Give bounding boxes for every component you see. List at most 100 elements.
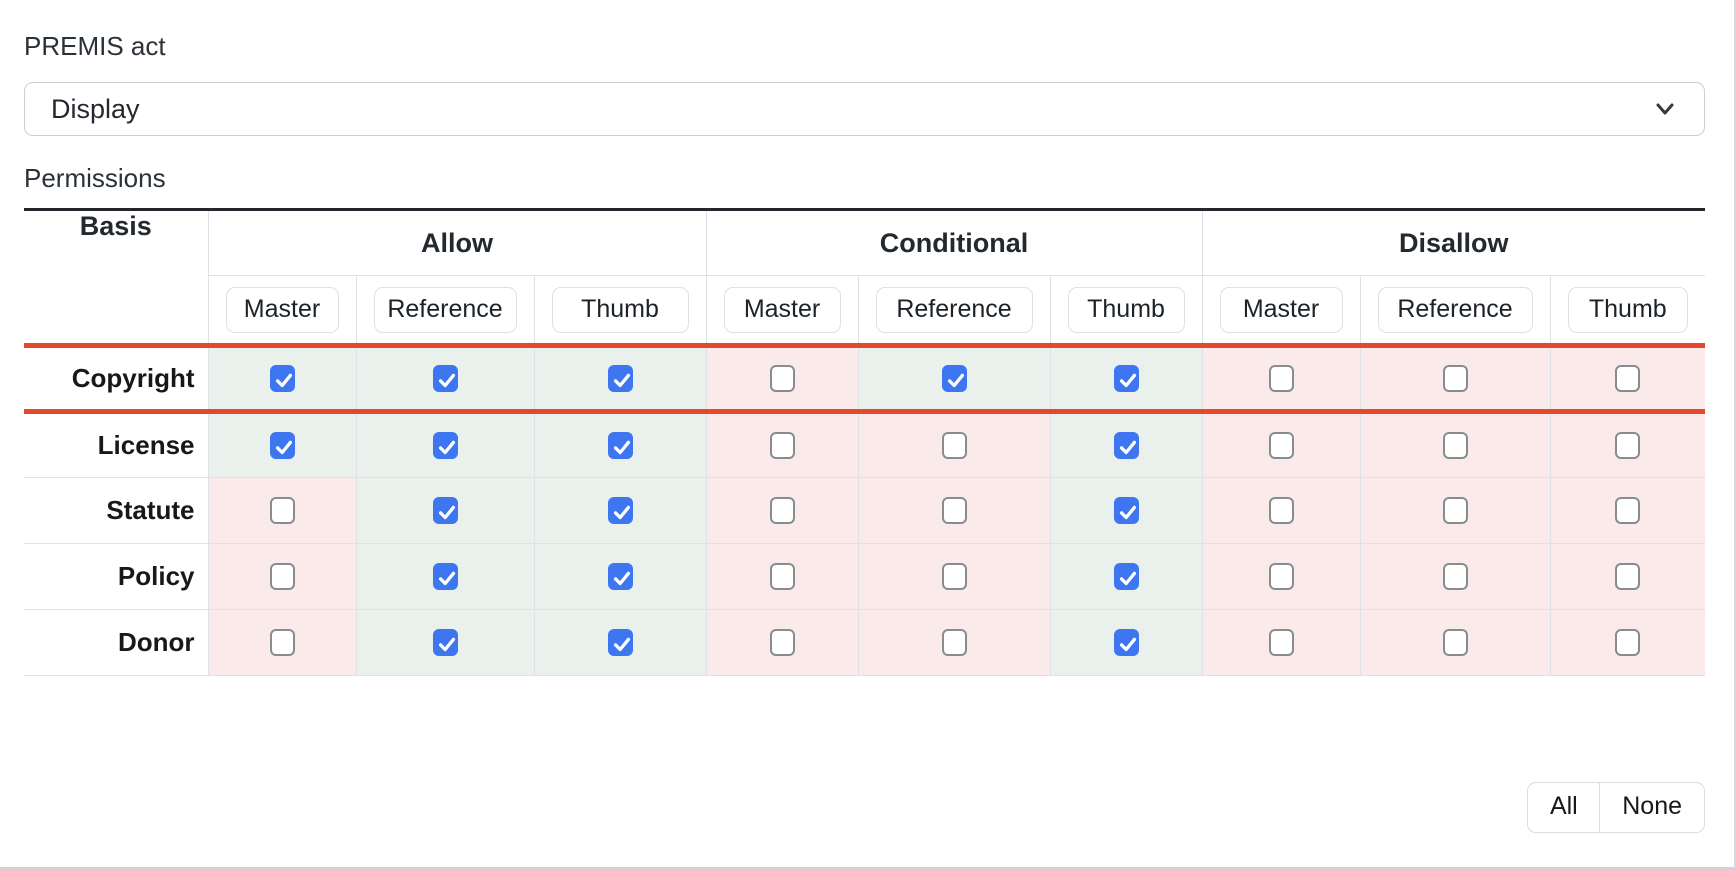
checkbox-policy-conditional-thumb[interactable] — [1113, 563, 1139, 590]
permissions-label: Permissions — [24, 163, 166, 193]
column-button-allow-thumb[interactable]: Thumb — [551, 286, 689, 333]
row-label-license: License — [24, 411, 209, 478]
checkbox-copyright-disallow-master[interactable] — [1268, 365, 1294, 392]
checkbox-statute-conditional-reference[interactable] — [941, 497, 967, 524]
checkbox-donor-allow-reference[interactable] — [432, 629, 458, 656]
checkbox-policy-disallow-thumb[interactable] — [1615, 563, 1641, 590]
checkbox-donor-allow-thumb[interactable] — [607, 629, 633, 656]
group-header-allow: Allow — [207, 209, 707, 276]
checkbox-copyright-conditional-reference[interactable] — [941, 365, 967, 392]
checkbox-donor-conditional-master[interactable] — [769, 629, 795, 656]
permission-cell-donor-allow-thumb — [533, 609, 707, 676]
checkbox-copyright-conditional-master[interactable] — [769, 365, 795, 392]
checkbox-license-conditional-master[interactable] — [769, 432, 795, 459]
checkbox-policy-disallow-reference[interactable] — [1442, 563, 1468, 590]
permission-cell-license-allow-master — [207, 411, 357, 478]
basis-column-header: Basis — [24, 209, 209, 346]
column-button-disallow-thumb[interactable]: Thumb — [1567, 286, 1689, 333]
checkbox-copyright-conditional-thumb[interactable] — [1113, 365, 1139, 392]
checkbox-copyright-allow-master[interactable] — [269, 365, 295, 392]
permission-cell-statute-allow-master — [207, 477, 357, 544]
checkbox-donor-disallow-reference[interactable] — [1442, 629, 1468, 656]
permission-cell-donor-disallow-reference — [1359, 609, 1551, 676]
permission-cell-donor-conditional-master — [705, 609, 859, 676]
checkbox-license-allow-thumb[interactable] — [607, 432, 633, 459]
permission-cell-policy-conditional-master — [705, 543, 859, 610]
chevron-down-icon — [1650, 94, 1680, 124]
permission-cell-copyright-allow-master — [207, 343, 357, 414]
permission-cell-license-disallow-thumb — [1549, 411, 1706, 478]
permission-cell-donor-allow-master — [207, 609, 357, 676]
checkbox-statute-disallow-reference[interactable] — [1442, 497, 1468, 524]
permission-cell-license-allow-thumb — [533, 411, 707, 478]
permissions-row-donor: Donor — [24, 609, 1706, 676]
checkbox-statute-allow-master[interactable] — [269, 497, 295, 524]
checkbox-statute-conditional-thumb[interactable] — [1113, 497, 1139, 524]
premis-act-label: PREMIS act — [24, 31, 166, 61]
checkbox-donor-conditional-reference[interactable] — [941, 629, 967, 656]
column-button-allow-reference[interactable]: Reference — [373, 286, 517, 333]
checkbox-statute-allow-thumb[interactable] — [607, 497, 633, 524]
checkbox-license-disallow-reference[interactable] — [1442, 432, 1468, 459]
permission-cell-donor-conditional-reference — [857, 609, 1051, 676]
column-button-conditional-reference[interactable]: Reference — [875, 286, 1033, 333]
select-all-button[interactable]: All — [1526, 782, 1601, 833]
checkbox-donor-allow-master[interactable] — [269, 629, 295, 656]
permission-cell-license-conditional-master — [705, 411, 859, 478]
subcolumn-header-cell: Thumb — [1549, 275, 1706, 346]
permission-cell-copyright-disallow-thumb — [1549, 343, 1706, 414]
group-header-disallow: Disallow — [1201, 209, 1706, 276]
column-button-conditional-thumb[interactable]: Thumb — [1067, 286, 1185, 333]
table-group-header-row: Basis Allow Conditional Disallow — [24, 209, 1706, 346]
checkbox-license-allow-master[interactable] — [269, 432, 295, 459]
checkbox-policy-disallow-master[interactable] — [1268, 563, 1294, 590]
checkbox-policy-conditional-reference[interactable] — [941, 563, 967, 590]
checkbox-license-disallow-master[interactable] — [1268, 432, 1294, 459]
checkbox-copyright-allow-reference[interactable] — [432, 365, 458, 392]
checkbox-license-disallow-thumb[interactable] — [1615, 432, 1641, 459]
column-button-conditional-master[interactable]: Master — [723, 286, 841, 333]
column-button-disallow-reference[interactable]: Reference — [1377, 286, 1533, 333]
permission-cell-copyright-conditional-thumb — [1049, 343, 1203, 414]
permission-cell-donor-conditional-thumb — [1049, 609, 1203, 676]
column-button-disallow-master[interactable]: Master — [1219, 286, 1343, 333]
permissions-row-license: License — [24, 411, 1706, 478]
checkbox-license-conditional-reference[interactable] — [941, 432, 967, 459]
subcolumn-header-cell: Reference — [857, 275, 1051, 346]
checkbox-license-conditional-thumb[interactable] — [1113, 432, 1139, 459]
checkbox-copyright-disallow-reference[interactable] — [1442, 365, 1468, 392]
subcolumn-header-cell: Reference — [355, 275, 535, 346]
checkbox-copyright-allow-thumb[interactable] — [607, 365, 633, 392]
subcolumn-header-cell: Master — [705, 275, 859, 346]
checkbox-policy-conditional-master[interactable] — [769, 563, 795, 590]
column-button-allow-master[interactable]: Master — [225, 286, 339, 333]
permission-cell-license-conditional-reference — [857, 411, 1051, 478]
checkbox-policy-allow-reference[interactable] — [432, 563, 458, 590]
checkbox-policy-allow-thumb[interactable] — [607, 563, 633, 590]
checkbox-statute-conditional-master[interactable] — [769, 497, 795, 524]
checkbox-donor-disallow-master[interactable] — [1268, 629, 1294, 656]
row-label-statute: Statute — [24, 477, 209, 544]
subcolumn-header-cell: Master — [208, 275, 357, 346]
row-label-copyright: Copyright — [24, 343, 209, 414]
permission-cell-copyright-conditional-master — [705, 343, 859, 414]
permission-cell-statute-conditional-reference — [857, 477, 1051, 544]
select-none-button[interactable]: None — [1599, 782, 1705, 833]
permission-cell-license-conditional-thumb — [1049, 411, 1203, 478]
premis-act-select[interactable]: Display — [24, 82, 1705, 136]
checkbox-license-allow-reference[interactable] — [432, 432, 458, 459]
checkbox-donor-conditional-thumb[interactable] — [1113, 629, 1139, 656]
subcolumn-header-cell: Thumb — [1049, 275, 1203, 346]
checkbox-statute-disallow-master[interactable] — [1268, 497, 1294, 524]
subcolumn-header-cell: Master — [1201, 275, 1361, 346]
checkbox-copyright-disallow-thumb[interactable] — [1615, 365, 1641, 392]
premis-act-selected-value: Display — [51, 93, 140, 124]
checkbox-statute-disallow-thumb[interactable] — [1615, 497, 1641, 524]
group-header-conditional: Conditional — [705, 209, 1203, 276]
permission-cell-donor-disallow-master — [1201, 609, 1361, 676]
checkbox-donor-disallow-thumb[interactable] — [1615, 629, 1641, 656]
checkbox-statute-allow-reference[interactable] — [432, 497, 458, 524]
checkbox-policy-allow-master[interactable] — [269, 563, 295, 590]
permission-cell-donor-disallow-thumb — [1549, 609, 1706, 676]
